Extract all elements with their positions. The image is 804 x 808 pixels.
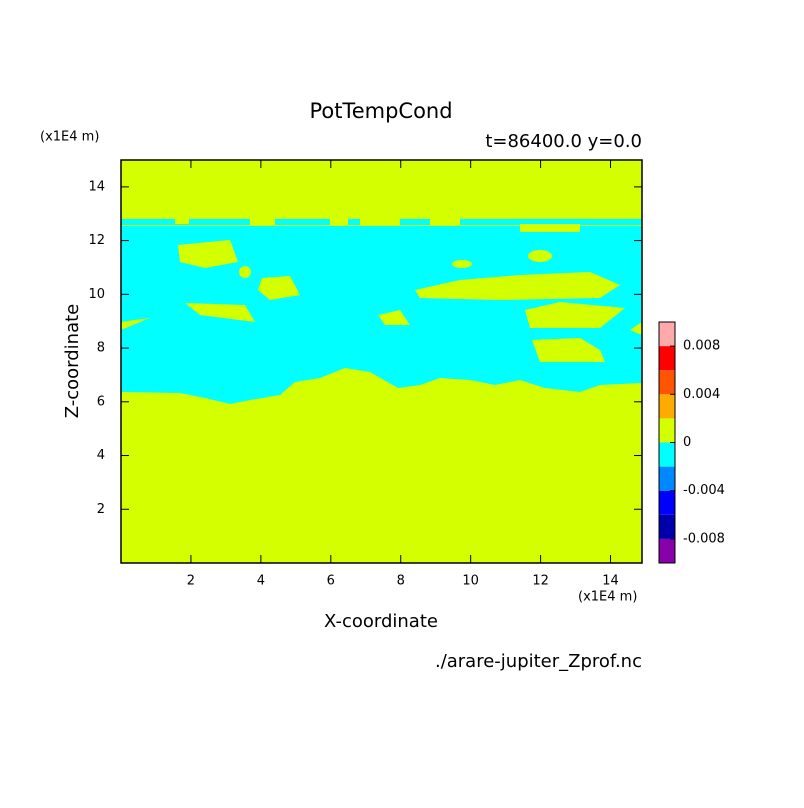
colorbar-band (659, 346, 675, 371)
field-region (239, 266, 251, 278)
y-tick-label: 4 (97, 448, 105, 463)
field-region (415, 272, 620, 300)
colorbar-band (659, 538, 675, 563)
y-tick-label: 2 (97, 502, 105, 517)
y-tick-label: 14 (88, 179, 105, 194)
field-region (378, 310, 410, 325)
x-tick-label: 4 (257, 574, 265, 589)
y-tick-label: 12 (88, 233, 105, 248)
field-region (258, 276, 300, 300)
field-region (178, 240, 238, 268)
field-region (528, 250, 552, 262)
colorbar-band (659, 490, 675, 515)
x-unit: (x1E4 m) (578, 590, 637, 605)
field-region (185, 303, 255, 322)
y-tick-label: 6 (97, 394, 105, 409)
colorbar-band (659, 322, 675, 347)
colorbar-band (659, 394, 675, 419)
field-region (532, 338, 605, 362)
x-tick-label: 6 (327, 574, 335, 589)
x-tick-label: 2 (187, 574, 195, 589)
y-axis-label: Z-coordinate (62, 304, 83, 419)
field-region (525, 302, 625, 328)
source-file: ./arare-jupiter_Zprof.nc (435, 651, 642, 672)
x-axis-label: X-coordinate (324, 611, 438, 632)
x-tick-label: 12 (532, 574, 549, 589)
y-tick-label: 10 (88, 287, 105, 302)
colorbar-band (659, 466, 675, 491)
x-tick-label: 10 (462, 574, 479, 589)
x-tick-label: 14 (602, 574, 619, 589)
colorbar-band (659, 370, 675, 395)
field-region (175, 218, 189, 224)
chart-title: PotTempCond (309, 99, 452, 123)
plot-frame (120, 159, 643, 564)
colorbar-band (659, 514, 675, 539)
field-region (520, 224, 580, 232)
field-region (330, 218, 348, 225)
y-tick-label: 8 (97, 341, 105, 356)
colorbar-tick-label: 0.008 (683, 339, 720, 354)
y-unit: (x1E4 m) (40, 130, 99, 145)
field-region (430, 218, 460, 225)
colorbar-tick-label: -0.004 (683, 483, 725, 498)
colorbar-tick-label: 0.004 (683, 387, 720, 402)
chart-subtitle: t=86400.0 y=0.0 (485, 131, 642, 152)
contour-field (121, 160, 642, 563)
field-region (452, 260, 472, 268)
field-region (250, 218, 275, 225)
x-tick-label: 8 (397, 574, 405, 589)
colorbar-band (659, 442, 675, 467)
colorbar-tick-label: 0 (683, 435, 691, 450)
colorbar-tick-label: -0.008 (683, 531, 725, 546)
field-region (360, 218, 400, 226)
colorbar-band (659, 418, 675, 443)
